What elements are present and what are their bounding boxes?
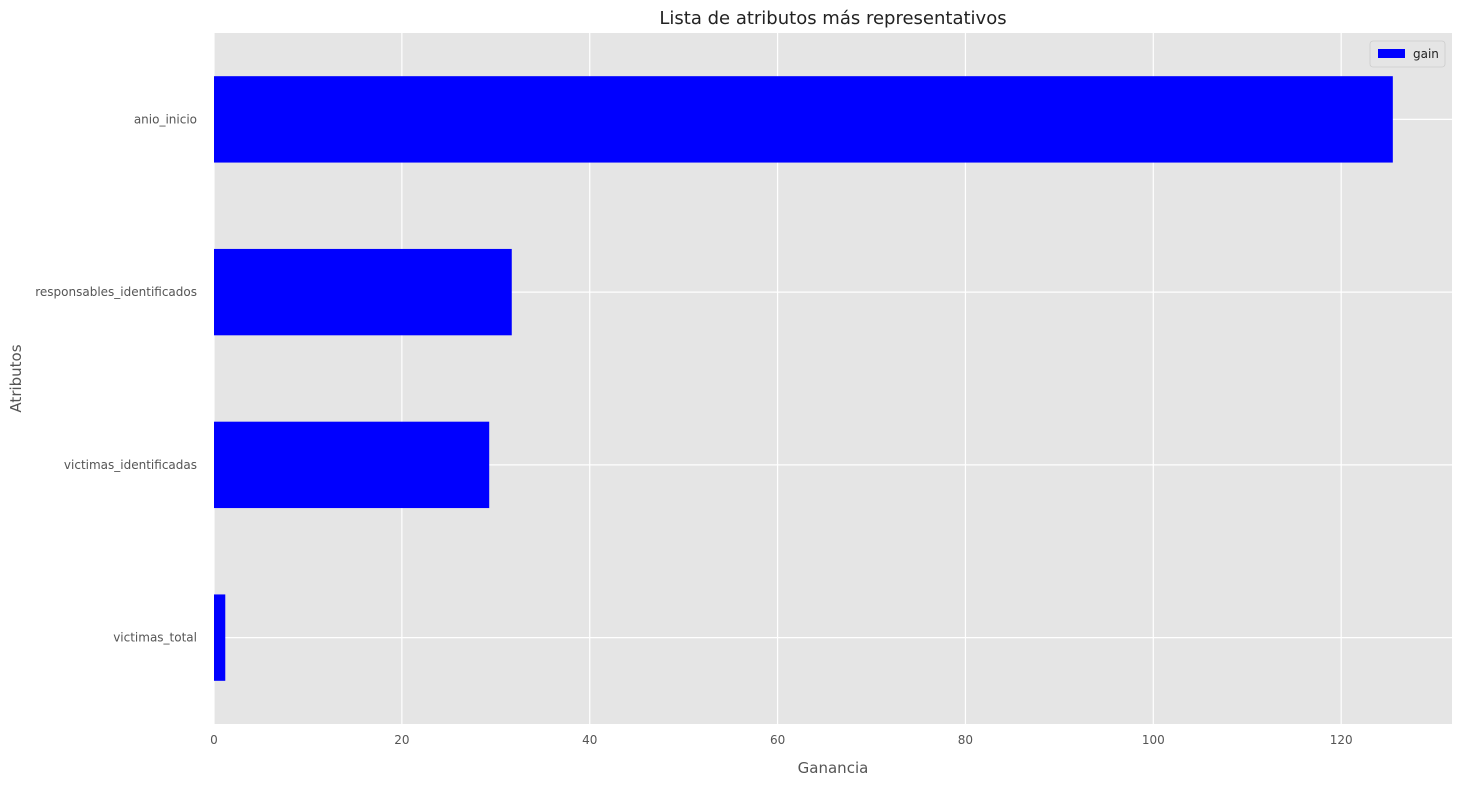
legend-box: [1369, 40, 1446, 68]
bar-victimas_identificadas: [214, 421, 490, 509]
y-axis-label: Atributos: [7, 344, 25, 412]
x-tick-label: 0: [210, 733, 218, 747]
legend-swatch-gain: [1378, 49, 1405, 58]
legend: gain: [1369, 40, 1446, 68]
chart-title: Lista de atributos más representativos: [659, 8, 1006, 29]
x-tick-labels: 0 20 40 60 80 100 120: [210, 733, 1352, 747]
x-axis-label: Ganancia: [798, 759, 869, 777]
legend-label-gain: gain: [1413, 47, 1439, 61]
x-tick-label: 20: [394, 733, 409, 747]
bars: [214, 76, 1393, 681]
bar-responsables_identificados: [214, 248, 512, 336]
x-tick-label: 100: [1142, 733, 1165, 747]
x-tick-label: 120: [1330, 733, 1353, 747]
bar-anio_inicio: [214, 76, 1393, 163]
y-tick-label: victimas_identificadas: [64, 458, 197, 472]
bar-victimas_total: [214, 594, 226, 681]
x-tick-label: 60: [770, 733, 785, 747]
x-tick-label: 80: [958, 733, 973, 747]
y-tick-label: victimas_total: [113, 631, 197, 645]
y-tick-label: anio_inicio: [134, 112, 197, 126]
x-tick-label: 40: [582, 733, 597, 747]
y-tick-label: responsables_identificados: [35, 285, 197, 299]
y-tick-labels: anio_inicio responsables_identificadosvic…: [35, 112, 197, 644]
